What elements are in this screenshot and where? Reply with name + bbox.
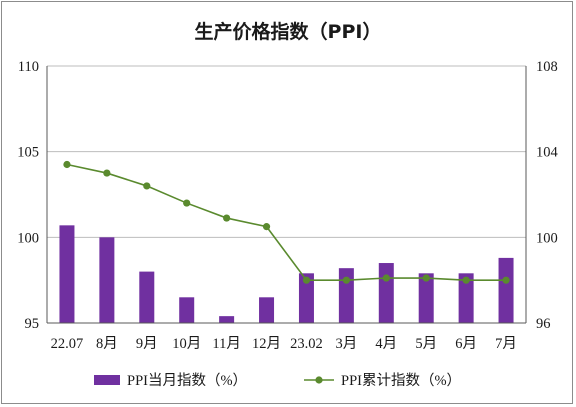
bar-7: [338, 268, 354, 323]
legend-line-marker: [315, 376, 323, 384]
bar-10: [458, 273, 474, 323]
line-path: [66, 163, 507, 281]
line-point-6: [302, 276, 311, 284]
x-tick-label-8: 4月: [375, 336, 397, 352]
x-tick-label-2: 9月: [136, 336, 158, 352]
left-axis-ticks: 95 100 105 110: [17, 59, 39, 332]
left-tick-label-3: 110: [18, 59, 39, 75]
bar-11: [498, 257, 514, 323]
right-tick-label-0: 96: [536, 316, 551, 332]
x-tick-label-1: 8月: [96, 336, 118, 352]
right-tick-label-1: 100: [536, 230, 558, 246]
x-tick-label-11: 7月: [495, 336, 517, 352]
x-axis-ticks: 22.07 8月 9月 10月 11月 12月 23.02 3月 4月 5月 6月 7月: [51, 336, 517, 352]
left-tick-label-0: 95: [25, 316, 40, 332]
chart-title: 生产价格指数（PPI）: [195, 20, 382, 43]
bar-6: [298, 273, 314, 323]
right-axis-ticks: 96 100 104 108: [536, 59, 559, 332]
legend: PPI当月指数（%） PPI累计指数（%）: [94, 372, 461, 389]
x-tick-label-5: 12月: [252, 336, 281, 352]
bar-8: [378, 263, 394, 323]
left-tick-label-2: 105: [17, 145, 39, 161]
bar-series: [59, 225, 514, 323]
x-tick-label-4: 11月: [212, 336, 240, 352]
line-point-8: [382, 274, 390, 282]
legend-bar-label: PPI当月指数（%）: [127, 372, 247, 389]
line-point-4: [223, 214, 231, 222]
x-tick-label-0: 22.07: [51, 336, 84, 352]
bar-4: [219, 316, 235, 323]
axes: [46, 66, 527, 324]
bar-0: [59, 225, 75, 323]
x-tick-label-9: 5月: [415, 336, 437, 352]
line-point-0: [63, 160, 71, 169]
line-point-7: [342, 276, 350, 284]
line-point-3: [183, 199, 191, 207]
line-point-11: [502, 276, 510, 284]
gridlines: [47, 65, 526, 324]
bar-9: [418, 273, 434, 323]
right-tick-label-3: 108: [536, 59, 558, 75]
left-tick-label-1: 100: [17, 230, 39, 246]
line-point-9: [422, 274, 430, 282]
x-tick-label-10: 6月: [455, 336, 477, 352]
bar-1: [99, 237, 115, 323]
x-tick-label-3: 10月: [172, 336, 201, 352]
line-point-2: [143, 182, 151, 190]
line-point-5: [262, 223, 271, 231]
x-tick-label-6: 23.02: [290, 336, 323, 352]
line-point-1: [103, 169, 111, 177]
legend-line-label: PPI累计指数（%）: [341, 372, 461, 389]
line-point-10: [462, 276, 470, 284]
bar-5: [259, 297, 275, 323]
right-tick-label-2: 104: [536, 145, 559, 161]
x-tick-label-7: 3月: [336, 336, 358, 352]
bar-3: [179, 297, 195, 323]
line-series: [63, 160, 510, 284]
legend-bar-swatch: [94, 375, 120, 385]
bar-2: [139, 271, 155, 323]
